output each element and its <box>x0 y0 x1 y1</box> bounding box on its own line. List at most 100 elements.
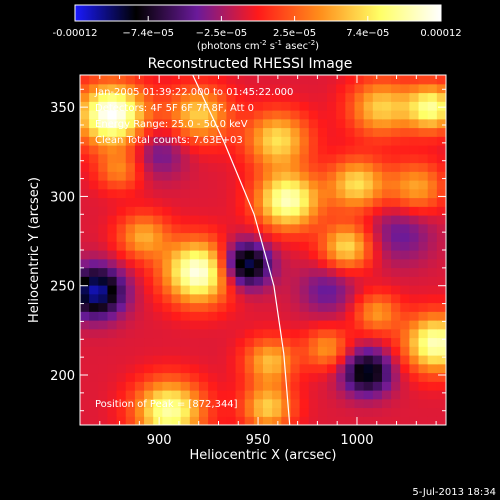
heatmap-cell <box>372 250 383 260</box>
heatmap-cell <box>409 267 420 277</box>
heatmap-cell <box>144 250 154 260</box>
heatmap-cell <box>418 83 429 94</box>
colorbar-tick-label: −7.4e−05 <box>122 28 174 39</box>
heatmap-cell <box>381 101 392 111</box>
heatmap-cell <box>381 416 392 425</box>
heatmap-cell <box>253 136 264 146</box>
heatmap-cell <box>89 101 99 111</box>
heatmap-cell <box>198 171 209 181</box>
heatmap-cell <box>162 75 173 85</box>
heatmap-cell <box>217 127 227 137</box>
heatmap-cell <box>162 390 173 400</box>
heatmap-cell <box>272 162 282 172</box>
heatmap-cell <box>125 232 136 242</box>
heatmap-cell <box>125 75 136 85</box>
heatmap-cell <box>272 328 282 339</box>
heatmap-cell <box>400 337 410 347</box>
heatmap-cell <box>372 285 383 295</box>
heatmap-cell <box>253 75 264 85</box>
heatmap-cell <box>327 258 337 269</box>
heatmap-cell <box>336 407 346 417</box>
heatmap-cell <box>116 162 127 172</box>
heatmap-cell <box>299 118 310 129</box>
heatmap-cell <box>391 311 401 321</box>
heatmap-cell <box>336 92 346 102</box>
heatmap-cell <box>134 372 145 382</box>
heatmap-cell <box>116 136 127 146</box>
heatmap-cell <box>171 171 182 181</box>
heatmap-cell <box>235 162 246 172</box>
heatmap-cell <box>327 215 337 225</box>
heatmap-cell <box>436 101 446 111</box>
heatmap-cell <box>98 188 109 199</box>
heatmap-cell <box>336 75 346 85</box>
heatmap-cell <box>327 381 337 391</box>
heatmap-cell <box>244 276 255 286</box>
heatmap-cell <box>354 75 365 85</box>
heatmap-cell <box>336 223 346 234</box>
heatmap-cell <box>217 302 227 312</box>
heatmap-cell <box>153 381 163 391</box>
heatmap-cell <box>281 206 292 216</box>
heatmap-cell <box>189 337 200 347</box>
heatmap-cell <box>400 285 410 295</box>
heatmap-cell <box>89 381 99 391</box>
heatmap-cell <box>189 197 200 207</box>
heatmap-cell <box>299 311 310 321</box>
heatmap-cell <box>153 258 163 269</box>
heatmap-cell <box>418 101 429 111</box>
heatmap-cell <box>372 215 383 225</box>
heatmap-cell <box>80 372 90 382</box>
heatmap-cell <box>198 250 209 260</box>
heatmap-cell <box>116 250 127 260</box>
heatmap-cell <box>244 267 255 277</box>
heatmap-cell <box>153 136 163 146</box>
heatmap-cell <box>253 407 264 417</box>
heatmap-cell <box>281 127 292 137</box>
heatmap-cell <box>363 390 374 400</box>
heatmap-cell <box>235 311 246 321</box>
heatmap-cell <box>244 337 255 347</box>
heatmap-cell <box>345 258 356 269</box>
heatmap-cell <box>363 223 374 234</box>
heatmap-cell <box>317 171 328 181</box>
heatmap-cell <box>134 215 145 225</box>
heatmap-cell <box>217 390 227 400</box>
heatmap-cell <box>80 328 90 339</box>
heatmap-cell <box>281 267 292 277</box>
heatmap-cell <box>308 337 319 347</box>
heatmap-cell <box>144 127 154 137</box>
heatmap-cell <box>144 372 154 382</box>
heatmap-cell <box>180 267 191 277</box>
heatmap-cell <box>308 197 319 207</box>
heatmap-cell <box>427 83 438 94</box>
heatmap-cell <box>272 241 282 251</box>
heatmap-cell <box>226 416 237 425</box>
heatmap-cell <box>290 355 301 365</box>
heatmap-cell <box>345 346 356 356</box>
heatmap-cell <box>327 92 337 102</box>
heatmap-cell <box>208 92 218 102</box>
heatmap-cell <box>171 92 182 102</box>
heatmap-cell <box>180 285 191 295</box>
heatmap-cell <box>363 153 374 164</box>
heatmap-cell <box>226 110 237 120</box>
heatmap-cell <box>235 267 246 277</box>
heatmap-cell <box>345 110 356 120</box>
heatmap-cell <box>171 302 182 312</box>
heatmap-cell <box>391 136 401 146</box>
heatmap-cell <box>436 136 446 146</box>
heatmap-cell <box>400 75 410 85</box>
heatmap-cell <box>409 153 420 164</box>
heatmap-cell <box>308 381 319 391</box>
heatmap-cell <box>436 276 446 286</box>
colorbar-units: (photons cm-2 s-1 asec-2) <box>197 39 319 52</box>
heatmap-cell <box>244 372 255 382</box>
heatmap-cell <box>381 206 392 216</box>
heatmap-cell <box>317 337 328 347</box>
heatmap-cell <box>244 302 255 312</box>
heatmap-cell <box>134 381 145 391</box>
heatmap-cell <box>281 285 292 295</box>
heatmap-cell <box>134 416 145 425</box>
heatmap-cell <box>427 320 438 330</box>
